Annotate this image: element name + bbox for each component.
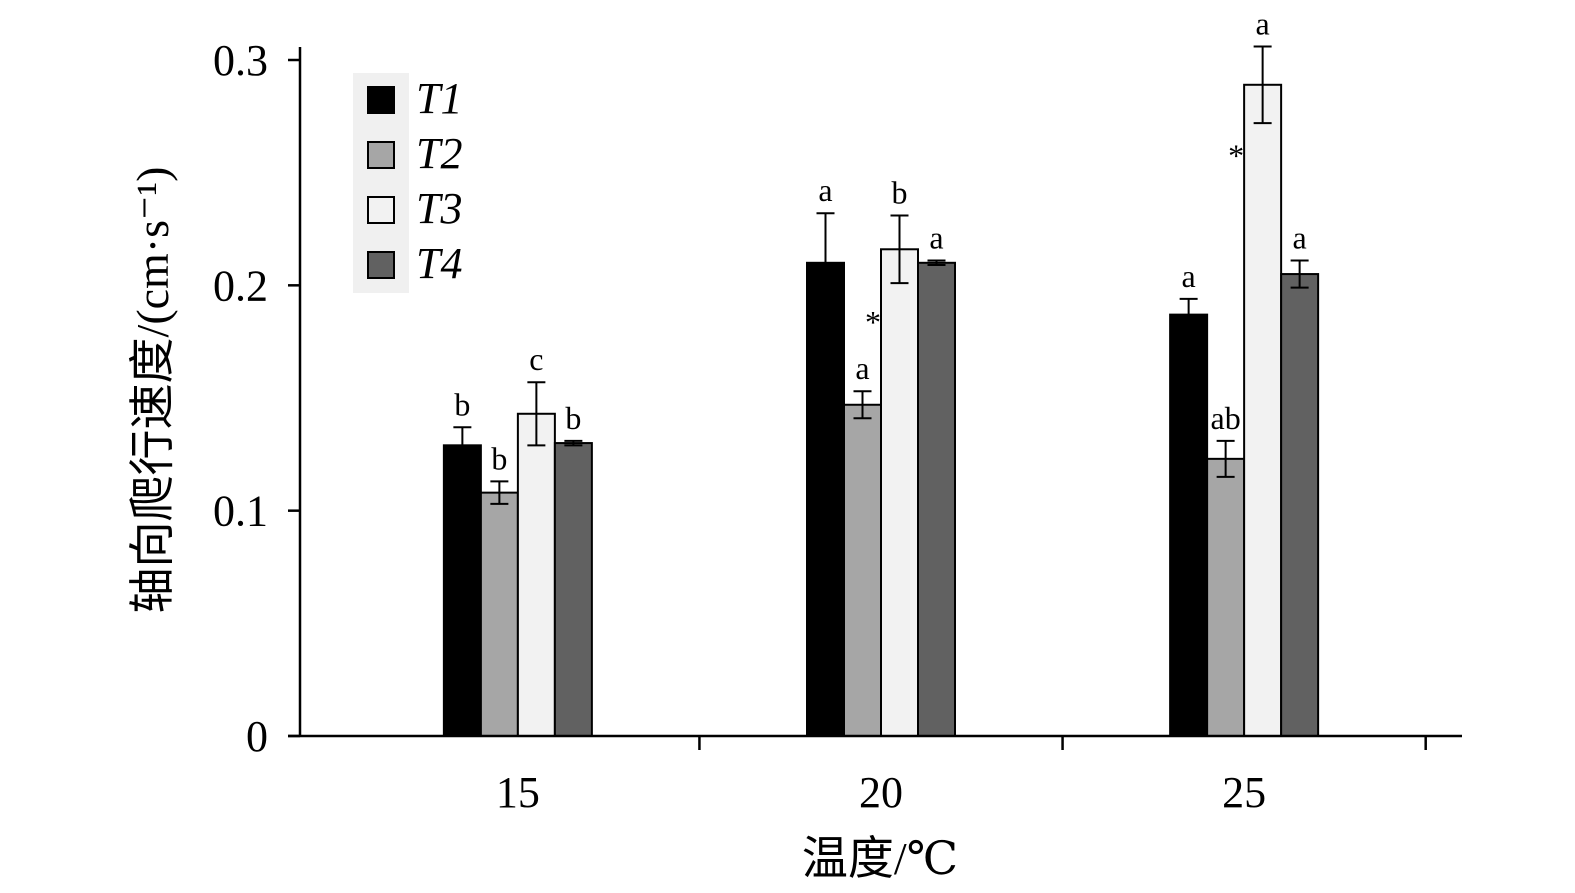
significance-label: b <box>491 440 507 476</box>
bars-group <box>442 83 1320 738</box>
x-tick-label: 25 <box>1222 768 1266 817</box>
significance-label: a <box>1256 5 1270 41</box>
bar-T3-15 <box>516 412 556 737</box>
bar-T1-25 <box>1169 313 1209 737</box>
significance-label: a <box>1182 258 1196 294</box>
error-bars-group <box>453 45 1309 505</box>
bar-T4-20 <box>917 261 956 737</box>
significance-label: ab <box>1211 400 1241 436</box>
y-tick-label: 0 <box>246 712 268 761</box>
legend-label-T1: T1 <box>416 74 462 123</box>
significance-label: c <box>529 341 543 377</box>
bar-T2-20 <box>843 403 882 737</box>
legend-label-T4: T4 <box>416 239 462 288</box>
significance-label: a <box>855 350 869 386</box>
significance-label: a <box>929 220 943 256</box>
bar-T1-15 <box>442 444 482 737</box>
y-axis-title: 轴向爬行速度/(cm·s⁻¹) <box>127 167 178 614</box>
y-tick-label: 0.2 <box>213 261 268 310</box>
x-tick-label: 15 <box>496 768 540 817</box>
bar-T3-20 <box>880 248 919 737</box>
axes-group <box>288 47 1462 738</box>
significance-asterisk: * <box>1228 137 1244 173</box>
ticks-group: 0 0.1 0.2 0.3 15 20 25 <box>213 36 1427 817</box>
bar-T2-25 <box>1206 457 1246 737</box>
legend-swatch-T1 <box>367 86 395 114</box>
bar-T2-15 <box>479 491 519 738</box>
significance-label: a <box>818 172 832 208</box>
x-axis-title: 温度/℃ <box>802 833 958 884</box>
x-tick-label: 20 <box>859 768 903 817</box>
significance-label: b <box>454 386 470 422</box>
significance-asterisk: * <box>865 304 881 340</box>
bar-T3-25 <box>1243 83 1283 737</box>
significance-label: a <box>1293 220 1307 256</box>
legend-swatch-T4 <box>367 251 395 279</box>
legend-label-T3: T3 <box>416 184 462 233</box>
legend-swatch-T2 <box>367 141 395 169</box>
legend-label-T2: T2 <box>416 129 462 178</box>
legend-swatch-T3 <box>367 196 395 224</box>
legend-items: T1 T2 T3 T4 <box>367 74 462 288</box>
significance-label: b <box>892 174 908 210</box>
significance-label: b <box>565 400 581 436</box>
bar-T4-15 <box>553 442 593 737</box>
bar-T1-20 <box>806 261 845 737</box>
y-tick-label: 0.3 <box>213 36 268 85</box>
y-tick-label: 0.1 <box>213 487 268 536</box>
bar-T4-25 <box>1280 273 1320 737</box>
